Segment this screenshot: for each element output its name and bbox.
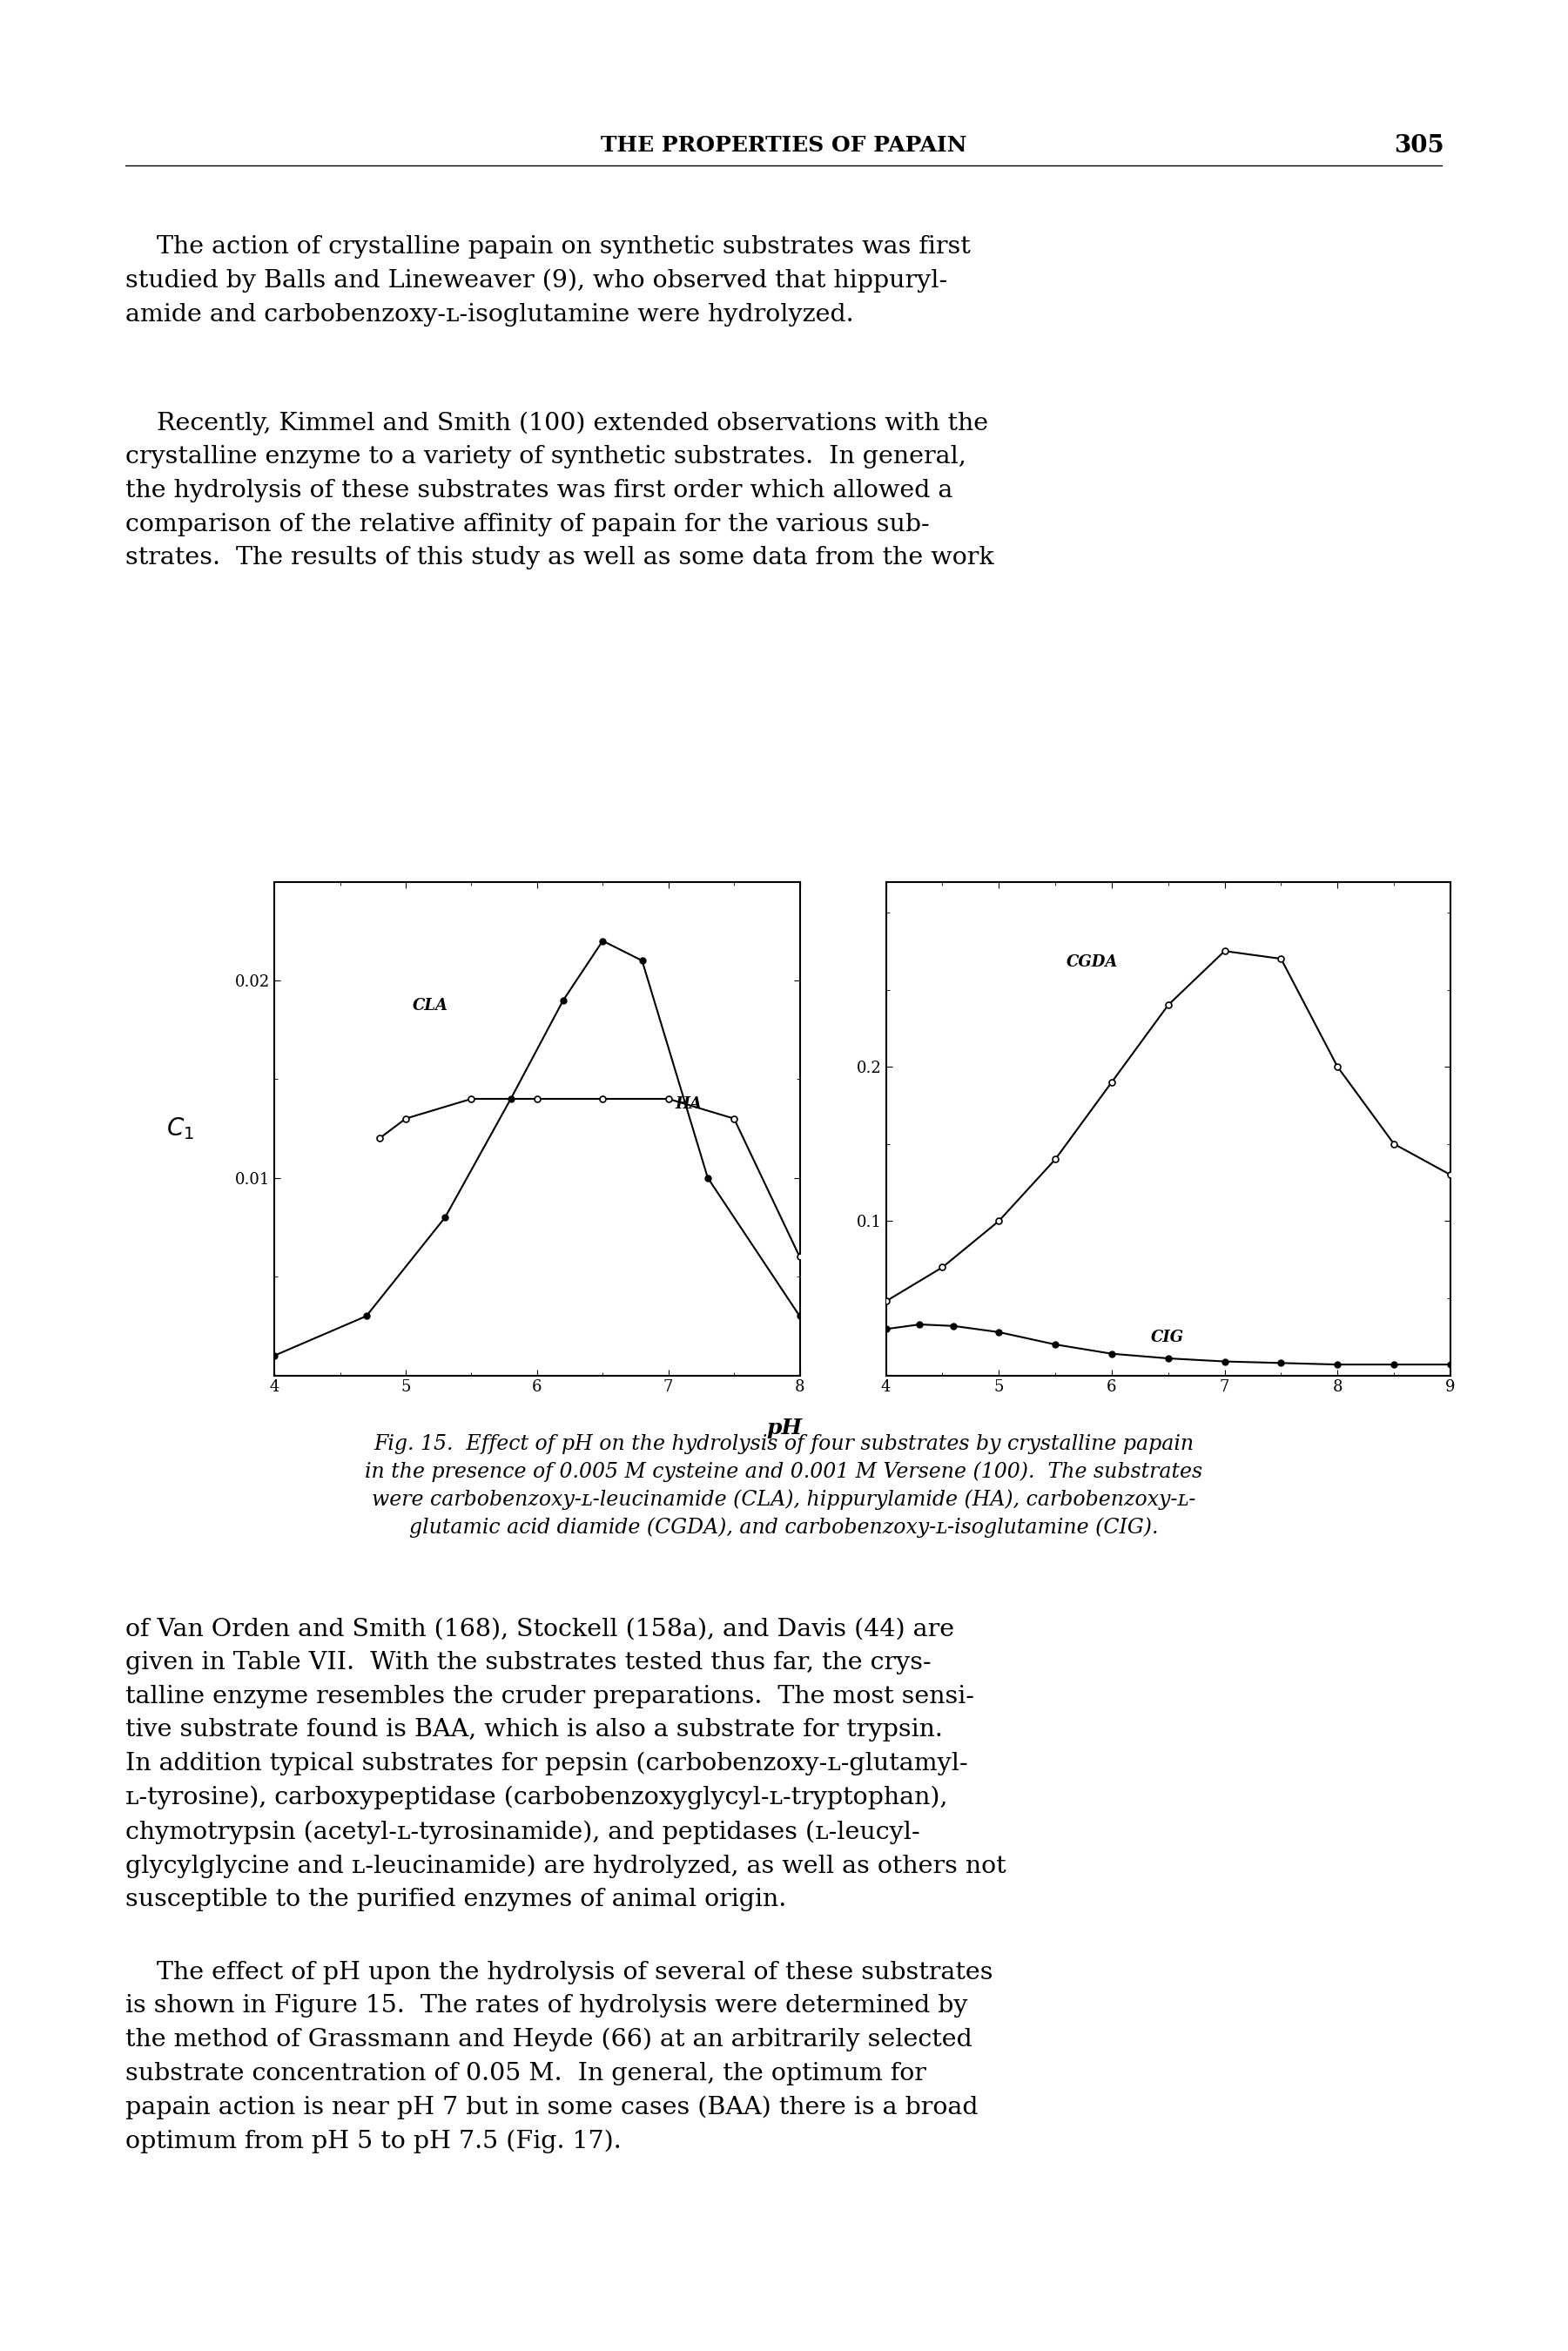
Text: of Van Orden and Smith (168), Stockell (158a), and Davis (44) are
given in Table: of Van Orden and Smith (168), Stockell (… (125, 1617, 1007, 1911)
Text: The effect of pH upon the hydrolysis of several of these substrates
is shown in : The effect of pH upon the hydrolysis of … (125, 1961, 993, 2154)
Text: HA: HA (674, 1096, 702, 1112)
Text: THE PROPERTIES OF PAPAIN: THE PROPERTIES OF PAPAIN (601, 136, 967, 155)
Text: The action of crystalline papain on synthetic substrates was first
studied by Ba: The action of crystalline papain on synt… (125, 235, 971, 327)
Text: Recently, Kimmel and Smith (100) extended observations with the
crystalline enzy: Recently, Kimmel and Smith (100) extende… (125, 411, 994, 569)
Text: Fig. 15.  Effect of pH on the hydrolysis of four substrates by crystalline papai: Fig. 15. Effect of pH on the hydrolysis … (365, 1434, 1203, 1538)
Text: $C_1$: $C_1$ (166, 1114, 194, 1143)
Text: CLA: CLA (412, 997, 448, 1013)
Text: CIG: CIG (1151, 1328, 1184, 1345)
Text: 305: 305 (1394, 134, 1444, 158)
Text: CGDA: CGDA (1066, 955, 1118, 971)
Text: pH: pH (767, 1418, 801, 1439)
